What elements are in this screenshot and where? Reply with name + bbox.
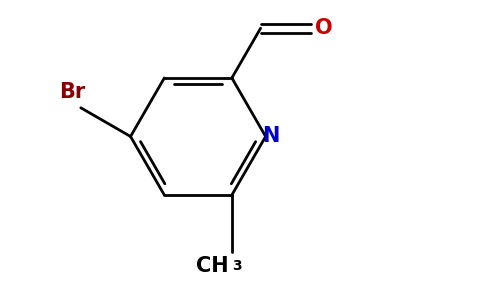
Text: O: O [315, 18, 332, 38]
Text: Br: Br [60, 82, 86, 102]
Text: CH: CH [196, 256, 228, 276]
Text: N: N [262, 127, 279, 146]
Text: 3: 3 [232, 259, 242, 273]
